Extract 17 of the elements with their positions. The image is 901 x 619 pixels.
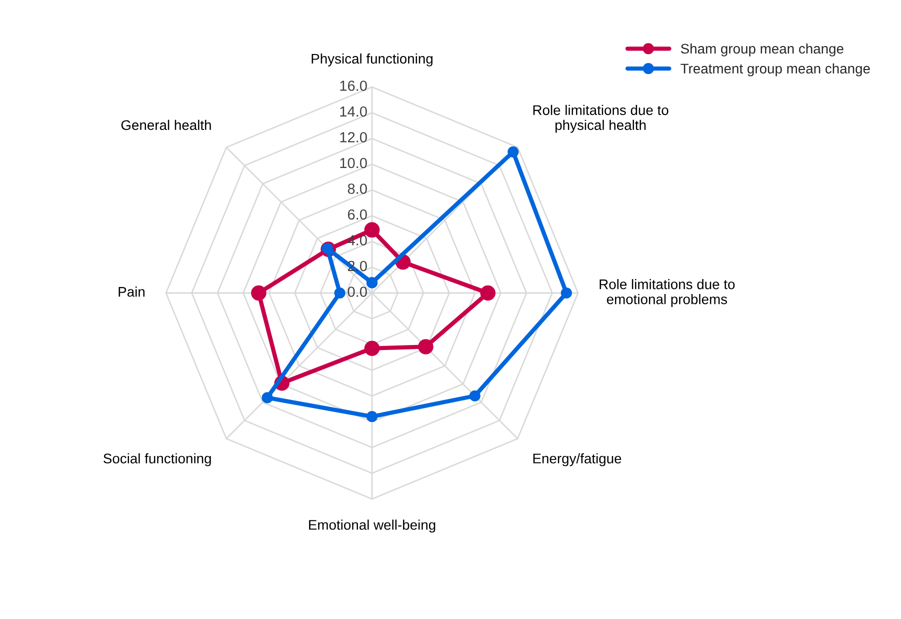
spoke-label: Energy/fatigue [533, 453, 622, 466]
y-tick-label: 14.0 [340, 106, 367, 117]
spoke-label: Emotional well-being [309, 520, 436, 533]
y-tick-label: 10.0 [340, 158, 367, 168]
spoke-label: Role limitations due to physical health [533, 104, 668, 133]
y-tick-label: 0.0 [348, 286, 367, 297]
legend-label: Treatment group mean change [680, 63, 870, 76]
y-tick-label: 6.0 [348, 209, 367, 220]
spoke-label: Physical functioning [312, 53, 432, 66]
spoke-label: General health [121, 120, 211, 130]
y-tick-label: 16.0 [340, 80, 367, 91]
y-tick-label: 12.0 [340, 132, 367, 142]
y-tick-label: 8.0 [348, 184, 367, 194]
legend-label: Sham group mean change [680, 43, 844, 56]
spoke-label: Social functioning [104, 453, 211, 466]
spoke-label: Pain [118, 286, 144, 297]
spoke-label: Role limitations due to emotional problems [600, 279, 735, 307]
